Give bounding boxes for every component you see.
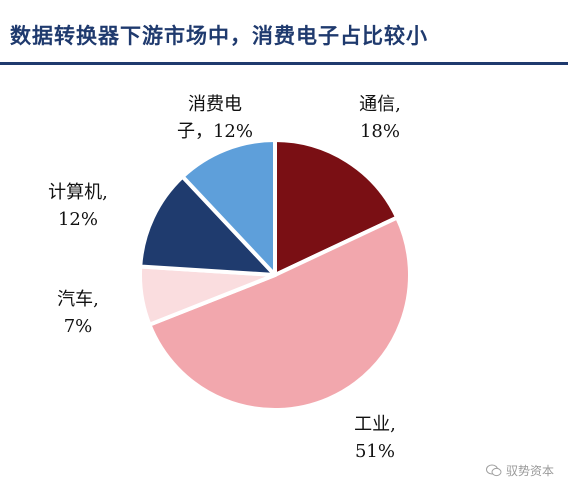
wechat-icon [485,464,502,477]
pie-label-1: 工业, 51% [354,414,396,462]
title-divider [0,62,568,65]
pie-slices [138,138,412,412]
pie-label-4: 消费电子，12% [177,94,253,142]
pie-slice-1 [147,215,412,412]
pie-labels: 通信, 18% 工业, 51% 汽车, 7% 计算机, 12% 消费电子，12% [48,94,401,462]
chart-title: 数据转换器下游市场中，消费电子占比较小 [10,24,428,48]
pie-label-2: 汽车, 7% [57,289,99,337]
watermark: 驭势资本 [485,462,554,479]
watermark-text: 驭势资本 [505,464,554,478]
pie-label-3: 计算机, 12% [48,182,108,230]
pie-label-0: 通信, 18% [359,94,401,142]
pie-slice-0 [273,138,400,277]
pie-slice-4 [180,138,277,277]
pie-slice-3 [138,174,277,277]
